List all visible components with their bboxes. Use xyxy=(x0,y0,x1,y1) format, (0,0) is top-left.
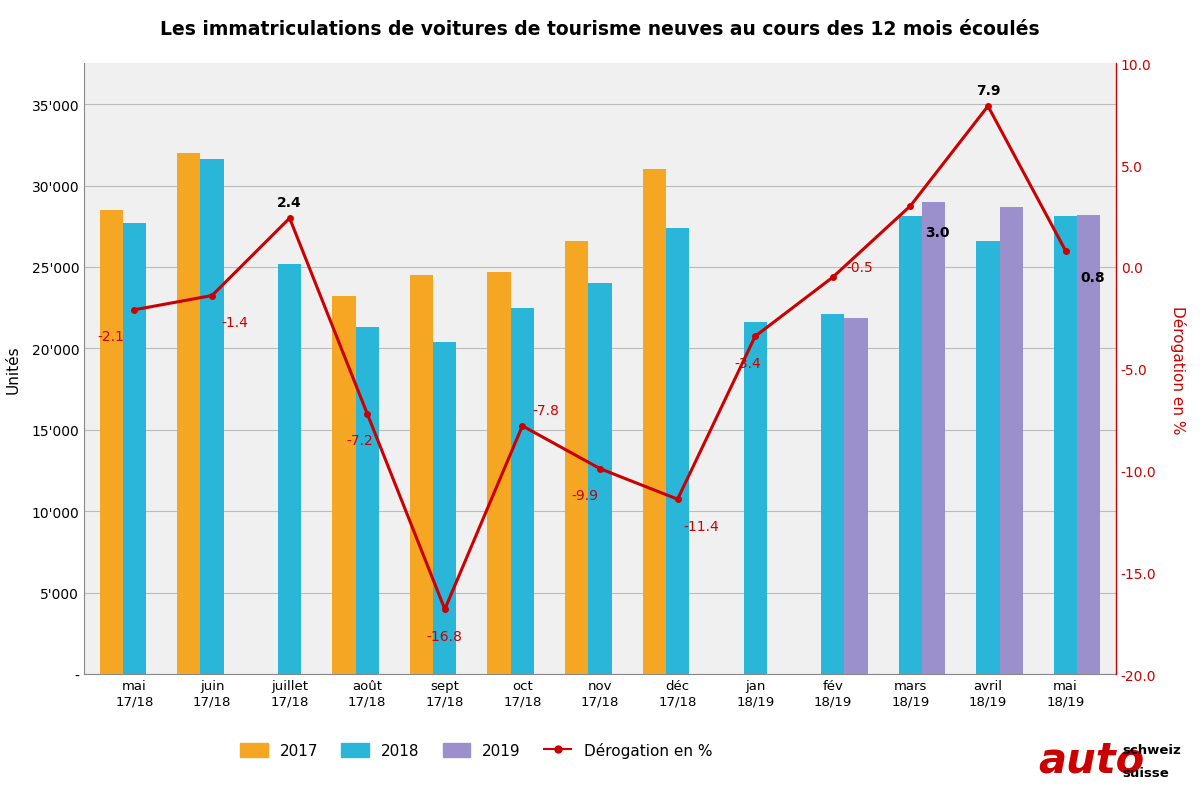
Bar xyxy=(845,318,868,675)
Bar xyxy=(977,242,1000,675)
Bar xyxy=(178,153,200,675)
Bar xyxy=(122,224,146,675)
Y-axis label: Dérogation en %: Dérogation en % xyxy=(1170,305,1187,434)
Text: -2.1: -2.1 xyxy=(97,330,125,344)
Bar xyxy=(922,202,946,675)
Text: 7.9: 7.9 xyxy=(976,84,1001,98)
Text: 3.0: 3.0 xyxy=(925,226,949,240)
Text: -1.4: -1.4 xyxy=(222,316,248,329)
Text: Les immatriculations de voitures de tourisme neuves au cours des 12 mois écoulés: Les immatriculations de voitures de tour… xyxy=(160,20,1040,39)
Bar xyxy=(487,272,511,675)
Bar xyxy=(643,170,666,675)
Bar xyxy=(100,210,122,675)
Bar xyxy=(821,315,845,675)
Bar xyxy=(332,297,355,675)
Text: -7.2: -7.2 xyxy=(346,434,373,447)
Text: schweiz: schweiz xyxy=(1122,744,1181,756)
Bar xyxy=(565,242,588,675)
Text: suisse: suisse xyxy=(1122,766,1169,779)
Text: -16.8: -16.8 xyxy=(427,629,463,643)
Text: -9.9: -9.9 xyxy=(571,488,598,503)
Bar xyxy=(433,343,456,675)
Text: 2.4: 2.4 xyxy=(277,196,302,210)
Bar xyxy=(200,161,223,675)
Bar xyxy=(410,275,433,675)
Bar xyxy=(744,323,767,675)
Text: 0.8: 0.8 xyxy=(1080,271,1105,285)
Text: -0.5: -0.5 xyxy=(846,261,874,275)
Y-axis label: Unités: Unités xyxy=(5,345,20,393)
Text: -11.4: -11.4 xyxy=(683,519,719,533)
Bar xyxy=(666,229,689,675)
Bar xyxy=(1078,215,1100,675)
Legend: 2017, 2018, 2019, Dérogation en %: 2017, 2018, 2019, Dérogation en % xyxy=(234,736,718,764)
Bar xyxy=(511,308,534,675)
Bar xyxy=(1054,218,1078,675)
Bar xyxy=(1000,207,1022,675)
Text: auto: auto xyxy=(1038,739,1145,781)
Bar xyxy=(588,284,612,675)
Bar xyxy=(278,264,301,675)
Text: -7.8: -7.8 xyxy=(533,403,559,417)
Bar xyxy=(899,218,922,675)
Bar xyxy=(355,328,379,675)
Text: -3.4: -3.4 xyxy=(734,357,761,370)
